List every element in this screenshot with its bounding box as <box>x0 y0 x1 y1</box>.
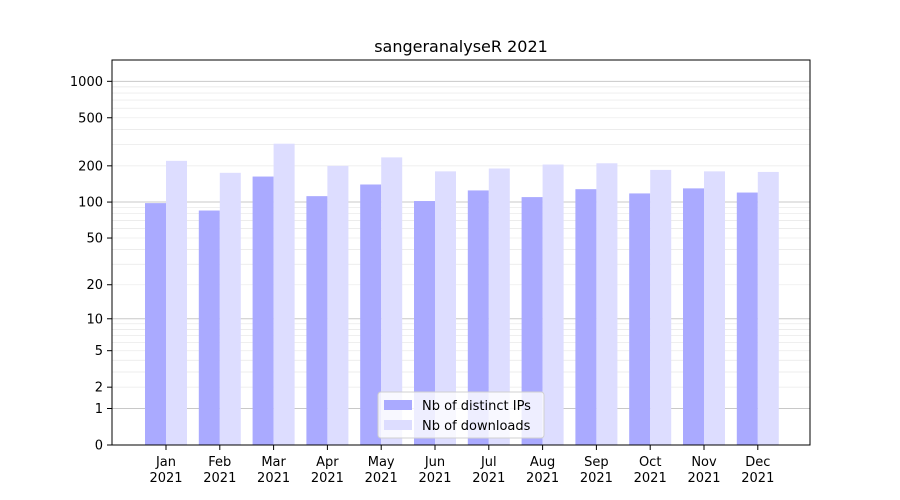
legend-swatch <box>384 400 412 410</box>
legend: Nb of distinct IPs Nb of downloads <box>377 391 545 439</box>
legend-label: Nb of distinct IPs <box>422 399 531 414</box>
y-tick-label: 200 <box>78 159 103 174</box>
y-tick-label: 1000 <box>70 75 103 90</box>
bar-downloads <box>219 172 241 445</box>
legend-swatch <box>384 420 412 430</box>
bar-distinct-ips <box>414 201 435 445</box>
y-tick-label: 1 <box>95 402 103 417</box>
bar-distinct-ips <box>306 196 328 445</box>
bars <box>145 143 779 446</box>
bar-distinct-ips <box>467 190 489 445</box>
y-tick-label: 500 <box>78 111 103 126</box>
bar-downloads <box>327 165 349 445</box>
plot-area-frame <box>111 59 811 446</box>
bar-downloads <box>757 171 779 445</box>
x-tick-label: Nov 2021 <box>687 455 720 486</box>
bar-downloads <box>381 157 403 445</box>
x-tick-label: Aug 2021 <box>526 455 559 486</box>
x-tick-label: May 2021 <box>365 455 398 486</box>
y-axis: 0 1 2 5 10 20 50 100 200 500 1000 <box>70 75 112 454</box>
x-tick-label: Oct 2021 <box>634 455 667 486</box>
bar-downloads <box>435 171 456 445</box>
bar-downloads <box>650 169 672 446</box>
bar-distinct-ips <box>198 210 220 445</box>
bar-distinct-ips <box>629 193 651 445</box>
y-tick-label: 20 <box>86 278 103 293</box>
x-tick-label: Dec 2021 <box>741 455 774 486</box>
x-tick-label: Feb 2021 <box>203 455 236 486</box>
x-axis: Jan 2021 Feb 2021 Mar 2021 Apr 2021 May 2021 Jun 20… <box>149 445 774 486</box>
bar-distinct-ips <box>145 203 166 445</box>
y-tick-label: 2 <box>95 381 103 396</box>
bar-downloads <box>596 163 618 445</box>
x-tick-label: Jun 2021 <box>418 455 451 486</box>
bar-downloads <box>273 143 295 445</box>
legend-box <box>377 391 545 439</box>
x-tick-label: Mar 2021 <box>257 455 290 486</box>
y-tick-label: 50 <box>86 232 103 247</box>
bar-distinct-ips <box>360 184 382 445</box>
legend-label: Nb of downloads <box>422 419 531 434</box>
x-tick-label: Jul 2021 <box>472 455 505 486</box>
y-tick-label: 10 <box>86 312 103 327</box>
bar-distinct-ips <box>736 192 758 445</box>
x-tick-label: Jan 2021 <box>149 455 182 486</box>
chart-title: sangeranalyseR 2021 <box>374 37 548 56</box>
y-tick-label: 0 <box>95 439 103 454</box>
y-tick-label: 5 <box>95 344 103 359</box>
bar-downloads <box>542 164 564 445</box>
bar-distinct-ips <box>575 189 597 445</box>
bar-distinct-ips <box>683 188 704 445</box>
x-tick-label: Sep 2021 <box>580 455 613 486</box>
bar-downloads <box>704 171 725 445</box>
y-tick-label: 100 <box>78 196 103 211</box>
bar-downloads <box>166 160 187 445</box>
bar-distinct-ips <box>252 176 274 446</box>
bar-downloads <box>488 168 510 446</box>
bar-distinct-ips <box>521 197 543 445</box>
x-tick-label: Apr 2021 <box>311 455 344 486</box>
